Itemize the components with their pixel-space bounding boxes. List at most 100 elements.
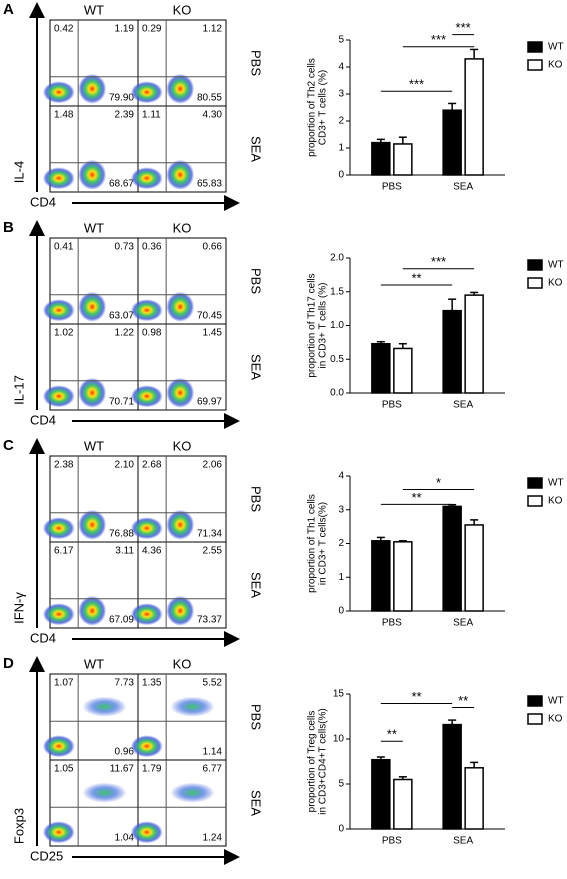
cell-cluster — [82, 782, 127, 803]
y-tick-label: 2 — [338, 538, 344, 549]
quadrant-value: 1.79 — [142, 764, 162, 775]
quadrant-value: 1.24 — [203, 833, 223, 844]
legend-label: WT — [548, 260, 564, 271]
bar — [464, 767, 484, 830]
quadrant-value: 70.45 — [197, 311, 222, 322]
bar — [442, 723, 462, 830]
significance-label: ** — [411, 270, 421, 285]
column-header: KO — [173, 438, 192, 453]
y-tick-label: 1 — [338, 572, 344, 583]
bar — [464, 524, 484, 612]
y-axis-label: proportion of Th17 cells — [307, 273, 318, 377]
quadrant-value: 2.68 — [142, 460, 162, 471]
significance-label: ** — [458, 693, 468, 708]
bar — [393, 143, 413, 176]
cell-cluster — [166, 159, 195, 190]
quadrant-value: 1.11 — [142, 110, 161, 121]
row-label: PBS — [249, 704, 264, 730]
y-tick-label: 15 — [333, 689, 345, 700]
cell-cluster — [130, 735, 163, 758]
x-axis-label: CD4 — [30, 412, 56, 427]
column-header: WT — [84, 2, 104, 17]
legend-swatch — [527, 695, 543, 707]
y-tick-label: 0.5 — [330, 354, 344, 365]
quadrant-value: 71.34 — [197, 529, 222, 540]
cell-cluster — [166, 377, 195, 408]
column-header: WT — [84, 220, 104, 235]
legend-label: WT — [548, 478, 564, 489]
cell-cluster — [42, 603, 75, 626]
cell-cluster — [78, 509, 107, 540]
legend-swatch — [527, 59, 543, 71]
cell-cluster — [170, 696, 215, 717]
cell-cluster — [130, 81, 163, 104]
legend-label: WT — [548, 696, 564, 707]
quadrant-value: 70.71 — [109, 397, 134, 408]
x-tick-label: PBS — [382, 182, 402, 193]
bar — [464, 58, 484, 176]
x-tick-label: PBS — [382, 400, 402, 411]
bar — [393, 778, 413, 830]
quadrant-value: 7.73 — [115, 678, 135, 689]
flow-plot — [137, 673, 227, 761]
quadrant-value: 73.37 — [197, 615, 222, 626]
panel-letter: D — [3, 655, 14, 672]
x-axis-label: CD25 — [30, 848, 63, 863]
quadrant-value: 0.66 — [203, 242, 223, 253]
y-tick-label: 4 — [338, 62, 344, 73]
cell-cluster — [78, 377, 107, 408]
bar — [371, 758, 391, 830]
x-tick-label: SEA — [453, 618, 473, 629]
quadrant-value: 0.96 — [115, 747, 135, 758]
legend-label: KO — [548, 60, 563, 71]
significance-label: * — [436, 475, 441, 490]
significance-label: *** — [431, 32, 446, 47]
bar — [393, 347, 413, 394]
column-header: KO — [173, 2, 192, 17]
row-label: PBS — [249, 486, 264, 512]
significance-label: ** — [387, 727, 397, 742]
x-tick-label: PBS — [382, 618, 402, 629]
y-tick-label: 4 — [338, 471, 344, 482]
quadrant-value: 0.41 — [54, 242, 74, 253]
legend-label: WT — [548, 42, 564, 53]
cell-cluster — [130, 821, 163, 844]
legend-label: KO — [548, 496, 563, 507]
cell-cluster — [78, 159, 107, 190]
x-axis-label: CD4 — [30, 630, 56, 645]
quadrant-value: 65.83 — [197, 179, 222, 190]
quadrant-value: 1.22 — [115, 328, 135, 339]
quadrant-value: 63.07 — [109, 311, 134, 322]
bar — [393, 541, 413, 612]
y-tick-label: 2 — [338, 116, 344, 127]
row-label: PBS — [249, 268, 264, 294]
y-axis-label: in CD3+ T cells(%) — [318, 502, 329, 585]
bar — [464, 294, 484, 394]
x-tick-label: SEA — [453, 400, 473, 411]
row-label: SEA — [249, 136, 264, 162]
significance-label: ** — [411, 490, 421, 505]
quadrant-value: 2.06 — [203, 460, 223, 471]
legend-swatch — [527, 477, 543, 489]
legend-label: KO — [548, 714, 563, 725]
y-tick-label: 0 — [338, 824, 344, 835]
quadrant-value: 1.35 — [142, 678, 162, 689]
panel-letter: C — [3, 437, 14, 454]
y-tick-label: 0 — [338, 170, 344, 181]
y-tick-label: 1 — [338, 143, 344, 154]
quadrant-value: 0.42 — [54, 24, 74, 35]
y-tick-label: 5 — [338, 35, 344, 46]
y-axis-label: in CD3+CD4+T cells(%) — [318, 708, 329, 815]
y-tick-label: 3 — [338, 89, 344, 100]
x-tick-label: SEA — [453, 182, 473, 193]
cell-cluster — [166, 291, 195, 322]
significance-label: *** — [456, 20, 471, 35]
significance-label: ** — [411, 689, 421, 704]
cell-cluster — [130, 517, 163, 540]
cell-cluster — [42, 385, 75, 408]
row-label: PBS — [249, 50, 264, 76]
quadrant-value: 4.30 — [203, 110, 223, 121]
bar — [442, 505, 462, 612]
quadrant-value: 1.14 — [203, 747, 223, 758]
